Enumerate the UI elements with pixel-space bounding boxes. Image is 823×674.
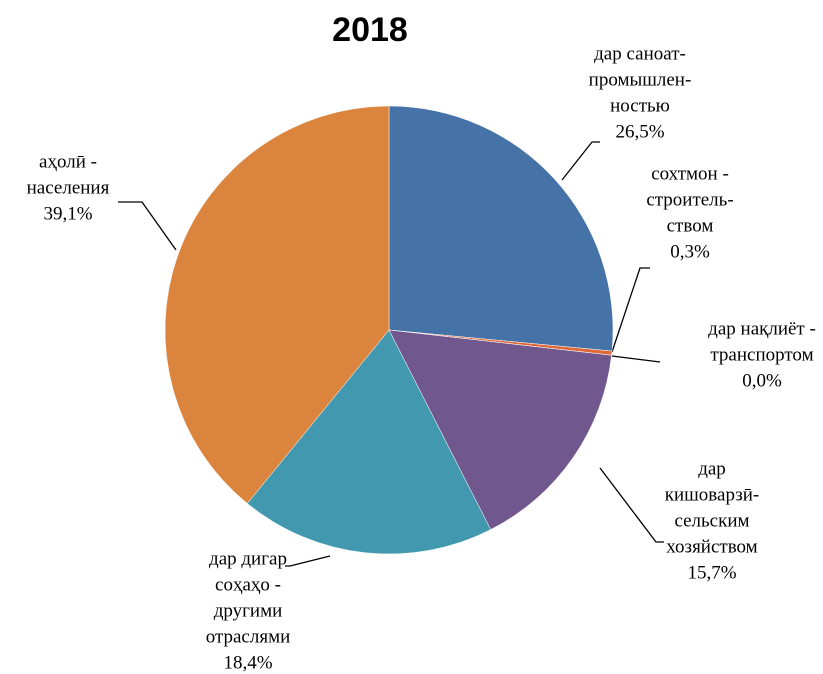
leader-line bbox=[118, 201, 177, 251]
slice-label: аҳолӣ - bbox=[39, 151, 97, 172]
value-label: 0,3% bbox=[670, 241, 710, 262]
value-label: 0,0% bbox=[742, 370, 782, 391]
leader-line bbox=[285, 555, 331, 567]
leader-line bbox=[611, 267, 650, 353]
slice-label: дар саноат- bbox=[594, 43, 686, 64]
slice-label: дар нақлиёт - bbox=[708, 318, 816, 339]
slice-label: сельским bbox=[674, 510, 749, 531]
pie-slice bbox=[246, 329, 492, 555]
leader-line bbox=[611, 355, 661, 363]
slice-label: другими bbox=[214, 600, 283, 621]
slice-label: соҳаҳо - bbox=[215, 574, 281, 595]
leader-line bbox=[561, 141, 600, 181]
pie-slice bbox=[388, 329, 612, 530]
pie-slice bbox=[388, 105, 614, 352]
slice-label: промышлен- bbox=[589, 69, 692, 90]
slice-label: дар дигар bbox=[209, 548, 287, 569]
leader-line bbox=[599, 467, 664, 543]
value-label: 15,7% bbox=[687, 562, 736, 583]
pie-slice bbox=[164, 105, 390, 504]
slice-label: населения bbox=[27, 177, 110, 198]
slice-label: кишоварзӣ- bbox=[665, 484, 759, 505]
slice-label: строитель- bbox=[646, 189, 733, 210]
slice-label: транспортом bbox=[710, 344, 813, 365]
slice-label: сохтмон - bbox=[651, 163, 729, 184]
slice-label: ством bbox=[667, 215, 714, 236]
value-label: 39,1% bbox=[43, 203, 92, 224]
value-label: 18,4% bbox=[223, 652, 272, 673]
value-label: 26,5% bbox=[615, 121, 664, 142]
slice-label: хозяйством bbox=[666, 536, 757, 557]
slice-label: ностью bbox=[610, 95, 670, 116]
slice-label: отраслями bbox=[206, 626, 291, 647]
chart-title: 2018 bbox=[332, 11, 408, 49]
slice-label: дар bbox=[698, 458, 726, 479]
